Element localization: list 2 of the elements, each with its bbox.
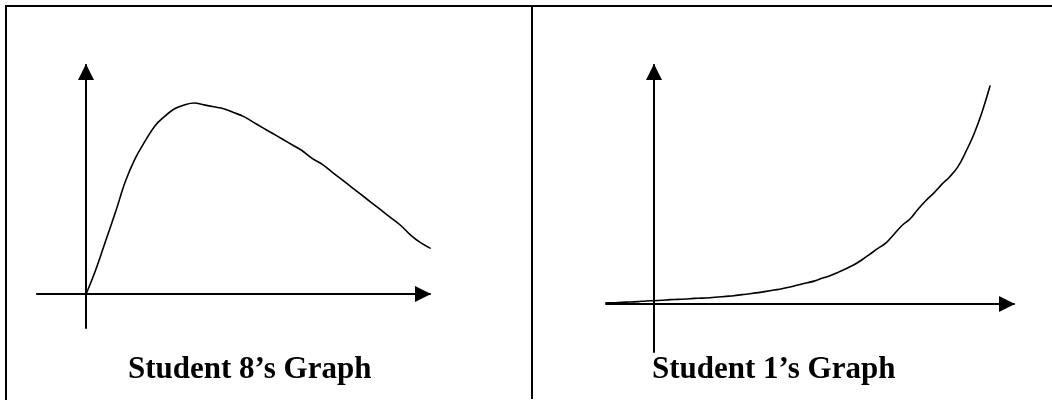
text: Student 1’s Graph <box>652 350 896 385</box>
text: Student 8’s Graph <box>128 350 372 385</box>
